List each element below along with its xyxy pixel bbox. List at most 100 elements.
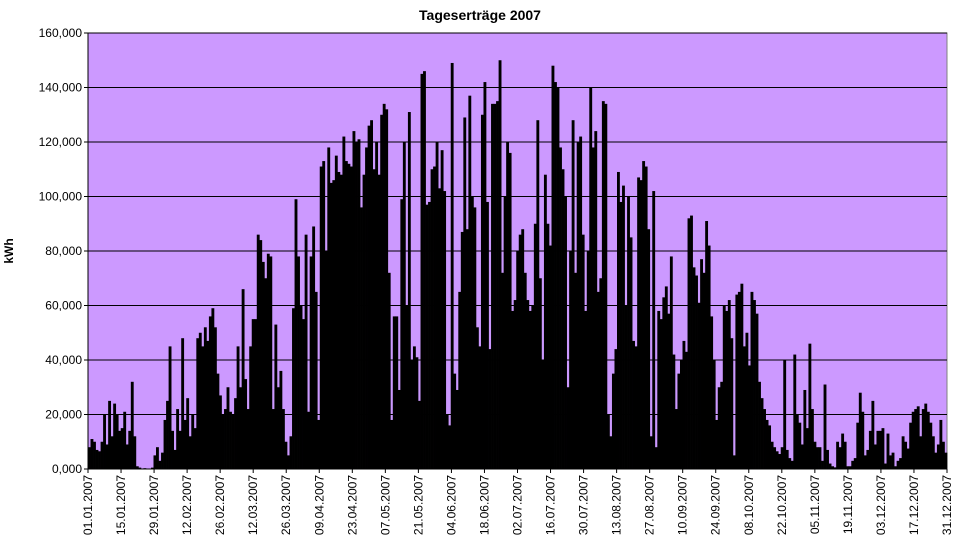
- x-tick-label: 08.10.2007: [742, 475, 756, 535]
- bar: [604, 103, 608, 469]
- bar: [614, 349, 618, 469]
- bar: [448, 425, 452, 469]
- bar: [601, 101, 605, 470]
- bar: [941, 441, 945, 469]
- x-tick-label: 17.12.2007: [907, 475, 921, 535]
- bar: [712, 360, 716, 469]
- bar: [730, 338, 734, 469]
- y-tick-label: 120,000: [39, 135, 83, 149]
- y-tick-label: 80,000: [45, 244, 82, 258]
- bar: [740, 283, 744, 469]
- y-tick-label: 0,000: [52, 462, 82, 476]
- y-tick-label: 60,000: [45, 299, 82, 313]
- bar: [108, 400, 112, 470]
- bar: [944, 452, 948, 469]
- bar: [357, 139, 361, 469]
- bar: [642, 161, 646, 469]
- bar: [100, 441, 104, 469]
- bar: [281, 409, 285, 469]
- bar: [523, 272, 527, 469]
- bar: [400, 199, 404, 469]
- bar: [899, 458, 903, 469]
- bar: [594, 131, 598, 469]
- bar: [229, 411, 232, 469]
- bar: [430, 169, 434, 469]
- bar: [254, 319, 258, 470]
- bar: [866, 449, 870, 469]
- bar: [93, 441, 96, 469]
- y-axis-label: kWh: [2, 238, 16, 263]
- bar: [904, 441, 908, 469]
- bar: [715, 419, 719, 469]
- bar: [246, 409, 250, 469]
- bar: [884, 463, 887, 469]
- bar: [161, 452, 164, 469]
- bar: [309, 256, 313, 469]
- bar: [443, 191, 447, 470]
- bar: [637, 177, 641, 469]
- bar: [768, 425, 772, 469]
- bar: [339, 174, 343, 469]
- bar: [692, 267, 696, 469]
- bar: [390, 419, 394, 469]
- bar: [647, 229, 651, 469]
- bar: [554, 82, 557, 470]
- bar: [685, 351, 688, 469]
- bar: [702, 272, 706, 469]
- bar: [543, 174, 547, 469]
- bar: [846, 466, 850, 469]
- bar: [722, 305, 726, 469]
- bar: [528, 310, 532, 469]
- bar: [853, 458, 857, 469]
- bar: [755, 313, 759, 469]
- bar: [763, 409, 766, 469]
- bar: [224, 409, 227, 469]
- bar: [828, 463, 832, 469]
- x-tick-label: 02.07.2007: [511, 475, 525, 535]
- bar: [644, 166, 648, 469]
- bar: [213, 327, 217, 469]
- bar: [843, 441, 847, 469]
- bar: [377, 174, 381, 469]
- bar: [387, 272, 391, 469]
- bar: [269, 256, 273, 469]
- bar: [231, 414, 235, 469]
- bar: [909, 422, 913, 469]
- bar: [433, 166, 436, 469]
- bar: [511, 310, 515, 469]
- bar: [891, 452, 895, 469]
- bar: [871, 400, 875, 470]
- bar: [133, 436, 137, 469]
- bar: [468, 95, 472, 470]
- bar: [463, 117, 467, 469]
- bar: [654, 447, 658, 469]
- bar: [402, 142, 406, 469]
- bar: [564, 196, 567, 469]
- x-tick-label: 21.05.2007: [411, 475, 425, 535]
- bar: [518, 234, 522, 469]
- bar: [861, 411, 865, 469]
- x-tick-label: 26.03.2007: [279, 475, 293, 535]
- bar: [344, 161, 348, 469]
- bars: [88, 60, 948, 470]
- bar: [423, 71, 426, 470]
- bar: [418, 400, 421, 470]
- bar: [428, 201, 431, 469]
- bar: [773, 447, 777, 469]
- bar: [156, 447, 159, 469]
- bar: [332, 180, 336, 469]
- bar: [314, 291, 318, 470]
- bar: [783, 360, 787, 469]
- bar: [322, 161, 326, 469]
- bar: [521, 229, 525, 469]
- bar: [793, 354, 797, 469]
- bar: [697, 302, 701, 469]
- bar: [261, 261, 265, 469]
- bar: [836, 441, 840, 469]
- bar: [695, 275, 698, 469]
- x-tick-label: 19.11.2007: [841, 475, 855, 534]
- bar: [574, 272, 578, 469]
- bar: [579, 136, 583, 470]
- x-tick-label: 24.09.2007: [709, 475, 723, 535]
- bar: [279, 370, 283, 469]
